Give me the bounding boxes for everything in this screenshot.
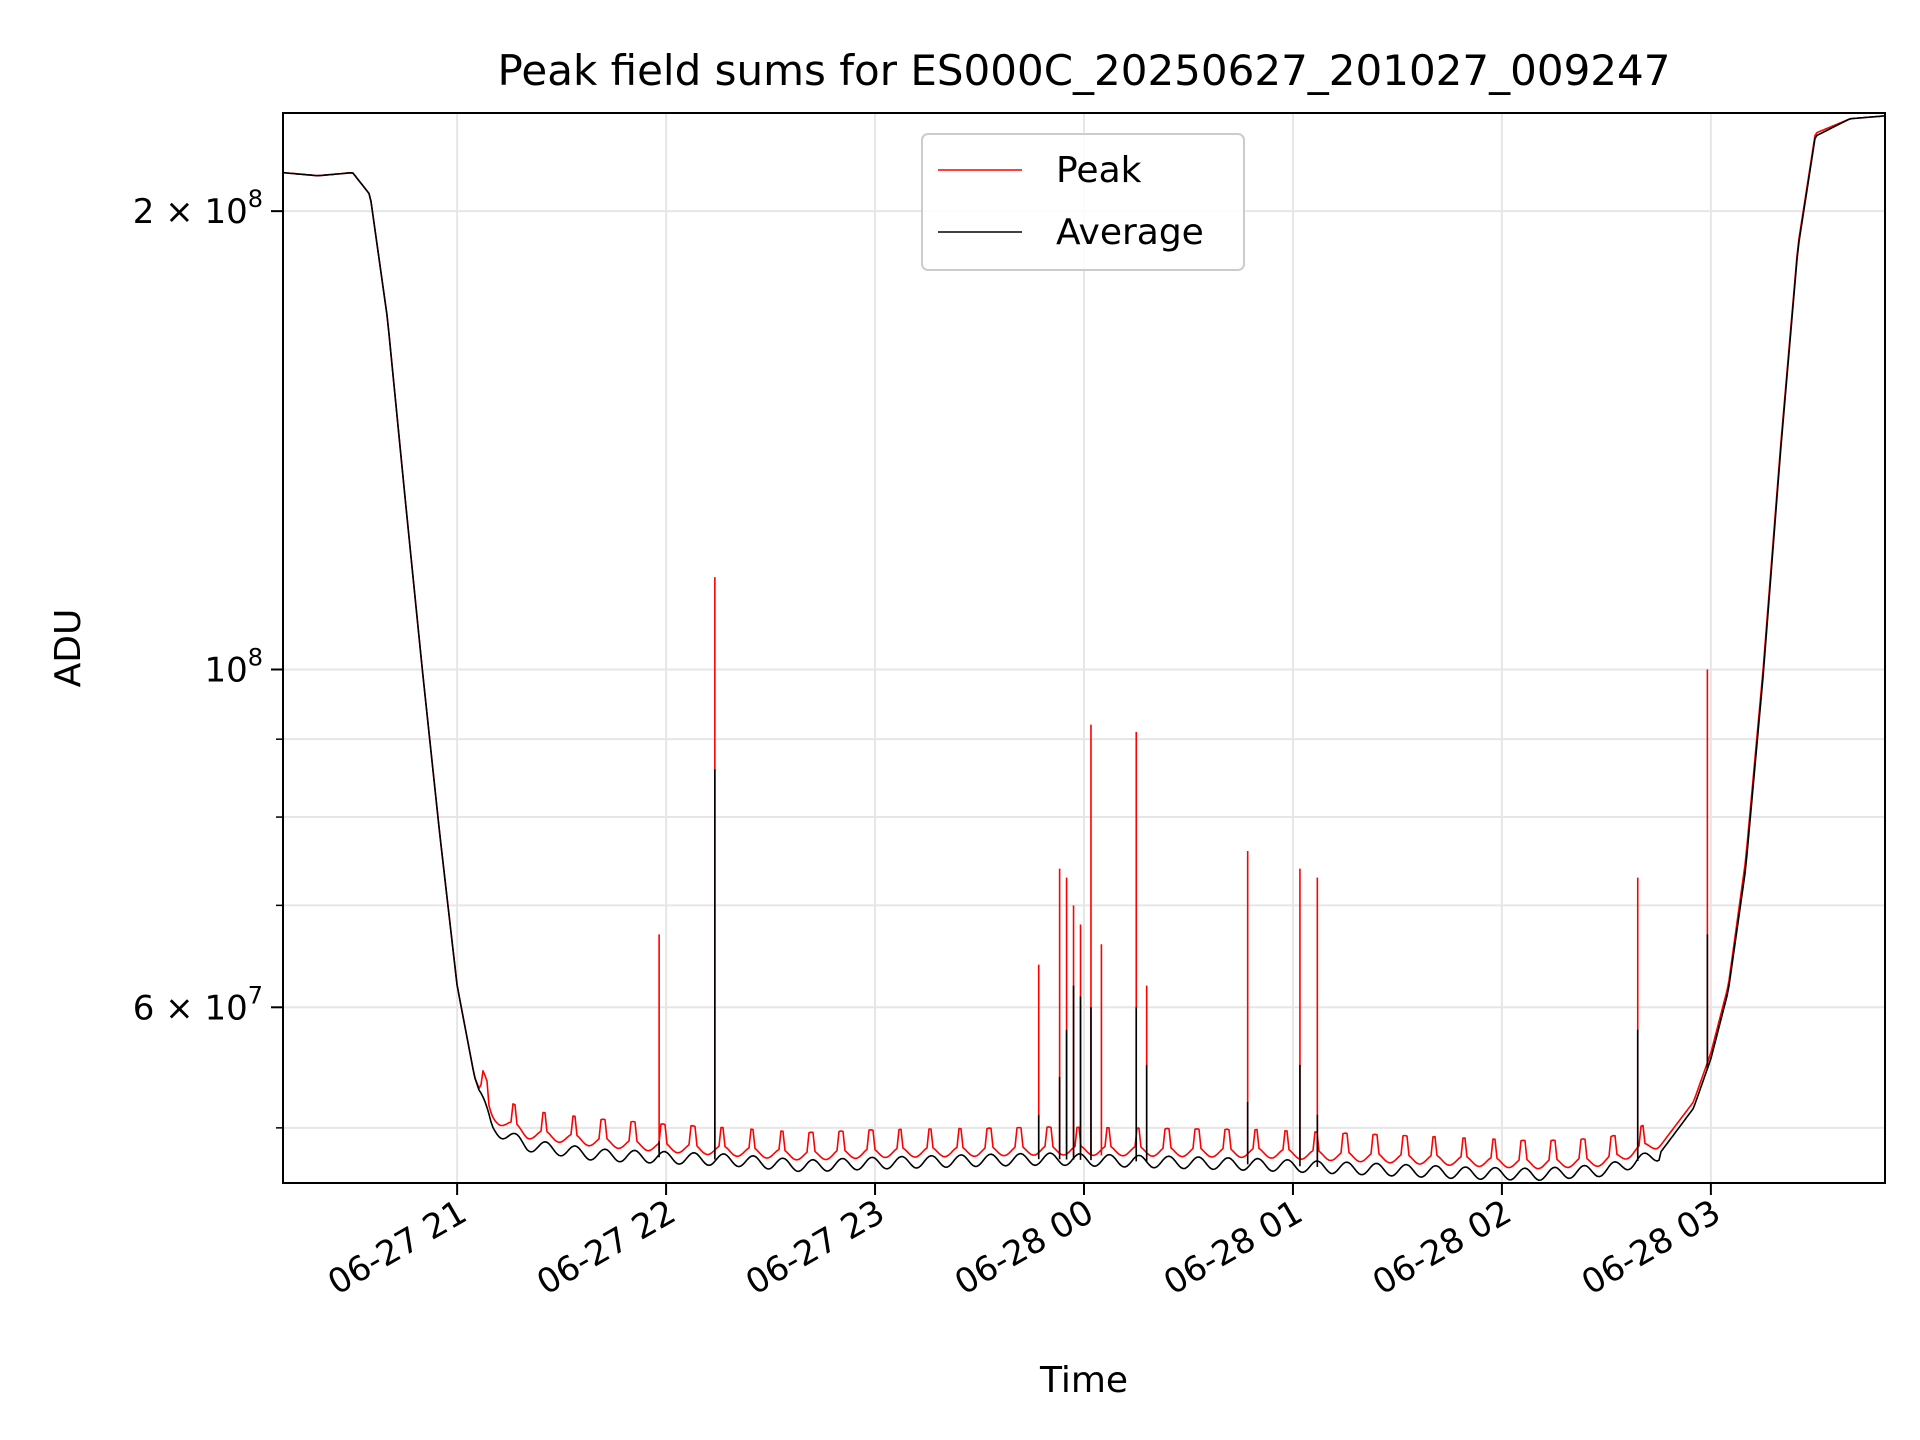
legend-label-average: Average [1056,212,1204,253]
y-tick-label: 108 [204,644,263,691]
legend-label-peak: Peak [1056,150,1142,191]
series-peak-line [283,115,1885,1170]
series-average-line [283,115,1885,1181]
legend-box [921,133,1245,271]
y-tick-label: 6 × 107 [133,981,263,1028]
x-axis-label: Time [1039,1360,1128,1401]
series-layer [283,115,1885,1181]
y-axis: 6 × 107 108 2 × 108 [133,185,283,1129]
chart-title: Peak field sums for ES000C_20250627_2010… [498,46,1671,95]
legend: Peak Average [921,133,1245,271]
y-axis-label: ADU [48,609,89,688]
y-tick-label: 2 × 108 [133,185,263,232]
